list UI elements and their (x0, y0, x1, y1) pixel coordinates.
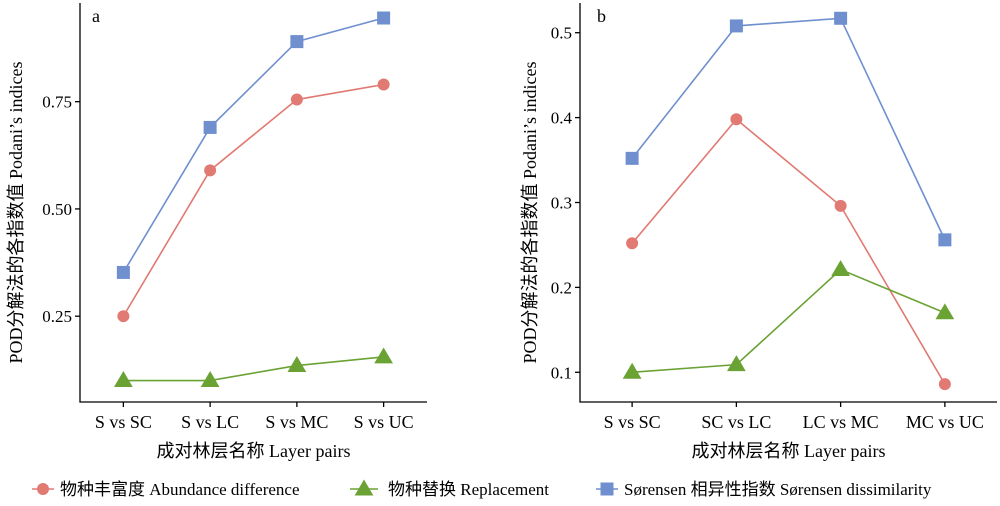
legend-marker-square (600, 482, 614, 496)
panel-a-data-point (200, 371, 220, 387)
panel-a-x-tick-label: S vs UC (354, 412, 414, 432)
panel-a-data-point (204, 164, 217, 177)
panel-b-x-tick-label: SC vs LC (701, 412, 771, 432)
panel-a-x-tick-label: S vs LC (181, 412, 239, 432)
panel-a-data-point (374, 347, 393, 364)
panel-a-data-point (114, 371, 133, 387)
panel-b-data-point (831, 260, 850, 277)
panel-b-y-tick-label: 0.4 (551, 109, 573, 128)
panel-b-data-point (935, 303, 955, 320)
panel-a-axes (79, 3, 427, 403)
legend-label-square: Sørensen 相异性指数 Sørensen dissimilarity (624, 480, 932, 499)
panel-b-y-tick-label: 0.1 (551, 363, 572, 382)
panel-a-data-point (290, 35, 304, 49)
panel-b-y-tick-label: 0.5 (551, 24, 572, 43)
panel-a-data-point (377, 78, 390, 91)
panel-a-data-point (290, 93, 303, 106)
panel-a-y-tick-label: 0.50 (42, 200, 72, 219)
panel-b-data-point (622, 362, 642, 379)
panel-b-data-point (727, 355, 746, 372)
panel-a-series-line-triangle (123, 356, 384, 382)
panel-b-y-tick-label: 0.2 (551, 278, 572, 297)
panel-b-series-line-triangle (632, 268, 946, 374)
panel-b-data-point (938, 378, 951, 391)
panel-b-data-point (938, 233, 952, 247)
panel-a-data-point (287, 356, 307, 372)
panel-a-data-point (117, 310, 130, 323)
panel-b-data-point (834, 11, 848, 25)
panel-b-data-point (730, 113, 743, 126)
panel-b-data-point (625, 151, 639, 165)
panel-a-data-point (377, 11, 391, 25)
panel-b-data-point (626, 237, 639, 250)
legend-marker-triangle (354, 479, 374, 496)
panel-b-y-axis-title: POD分解法的各指数值 Podani’s indices (520, 61, 540, 363)
panel-b-series-line-circle (631, 118, 946, 385)
panel-a-label: a (92, 6, 100, 26)
panel-a-y-axis-title: POD分解法的各指数值 Podani’s indices (6, 61, 26, 363)
panel-b-data-point (729, 19, 743, 33)
panel-a-x-tick-label: S vs MC (265, 412, 328, 432)
panel-a-x-axis-title: 成对林层名称 Layer pairs (157, 441, 351, 461)
legend-label-triangle: 物种替换 Replacement (388, 480, 549, 499)
panel-b-x-tick-label: MC vs UC (906, 412, 984, 432)
panel-b-x-tick-label: LC vs MC (803, 412, 879, 432)
panel-a-series-line-circle (122, 83, 384, 317)
panel-a-y-tick-label: 0.75 (42, 93, 72, 112)
legend-marker-circle (37, 483, 49, 495)
panel-a-x-tick-label: S vs SC (95, 412, 152, 432)
panel-a-series-line-square (122, 17, 384, 273)
panel-b-label: b (597, 6, 606, 26)
panel-b-axes (579, 3, 997, 403)
panel-a-data-point (116, 265, 130, 279)
legend-label-circle: 物种丰富度 Abundance difference (60, 480, 300, 499)
panel-b-x-axis-title: 成对林层名称 Layer pairs (692, 441, 886, 461)
panel-b-data-point (834, 199, 847, 212)
panel-a-y-tick-label: 0.25 (42, 307, 72, 326)
panel-a-data-point (203, 120, 217, 134)
panel-b-y-tick-label: 0.3 (551, 194, 572, 213)
panel-b-series-line-square (631, 17, 946, 241)
panel-b-x-tick-label: S vs SC (604, 412, 661, 432)
